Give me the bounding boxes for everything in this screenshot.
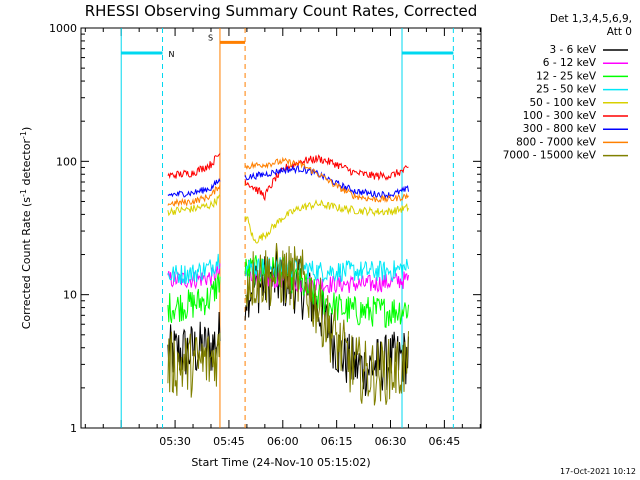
series-line-6 (167, 153, 221, 180)
y-axis-label-part: detector (20, 139, 33, 189)
y-axis-label-part: Corrected Count Rate (s (20, 197, 33, 330)
legend-entry-label: 12 - 25 keV (536, 70, 597, 82)
x-axis-label: Start Time (24-Nov-10 05:15:02) (191, 456, 370, 469)
y-axis-label: Corrected Count Rate (s-1 detector-1) (19, 127, 34, 330)
series-line-7 (244, 164, 409, 200)
series-line-9 (245, 243, 409, 406)
legend-entry-label: 6 - 12 keV (543, 57, 597, 69)
legend-entry-label: 3 - 6 keV (549, 44, 596, 56)
y-axis-label-part: -1 (19, 189, 28, 197)
legend-header: Att 0 (607, 26, 632, 38)
x-tick-label: 05:30 (159, 435, 191, 448)
series-line-4 (167, 253, 221, 285)
y-tick-label: 10 (63, 289, 77, 302)
marker-label-n: N (169, 50, 175, 59)
legend-entry-label: 25 - 50 keV (536, 84, 597, 96)
legend-entry-label: 50 - 100 keV (529, 97, 596, 109)
series-line-8 (244, 156, 409, 203)
series-line-7 (167, 177, 221, 198)
y-tick-label: 1 (70, 422, 77, 435)
x-tick-label: 05:45 (213, 435, 245, 448)
y-axis-label-part: -1 (19, 131, 28, 139)
legend-entry-label: 800 - 7000 keV (516, 136, 597, 148)
plot-frame (80, 27, 482, 429)
x-tick-label: 06:45 (429, 435, 461, 448)
series-line-3 (167, 273, 221, 323)
legend-entry-label: 100 - 300 keV (523, 110, 597, 122)
plot-area (120, 28, 454, 428)
y-tick-label: 100 (56, 155, 77, 168)
x-tick-label: 06:30 (375, 435, 407, 448)
series-line-6 (244, 154, 409, 202)
marker-label-s: S (208, 33, 213, 42)
legend-entry-label: 7000 - 15000 keV (503, 150, 597, 162)
chart-title: RHESSI Observing Summary Count Rates, Co… (85, 2, 478, 20)
legend-header: Det 1,3,4,5,6,9, (550, 13, 632, 25)
series-line-2 (167, 263, 221, 290)
legend-entry-label: 300 - 800 keV (523, 123, 597, 135)
x-tick-label: 06:00 (267, 435, 299, 448)
series-line-5 (167, 193, 221, 217)
y-tick-label: 1000 (49, 22, 77, 35)
series-line-5 (244, 199, 409, 244)
x-tick-label: 06:15 (321, 435, 353, 448)
series-line-8 (167, 184, 221, 208)
series-line-9 (167, 331, 221, 398)
footer-timestamp: 17-Oct-2021 10:12 (560, 467, 636, 476)
y-axis-label-part: ) (20, 127, 33, 131)
